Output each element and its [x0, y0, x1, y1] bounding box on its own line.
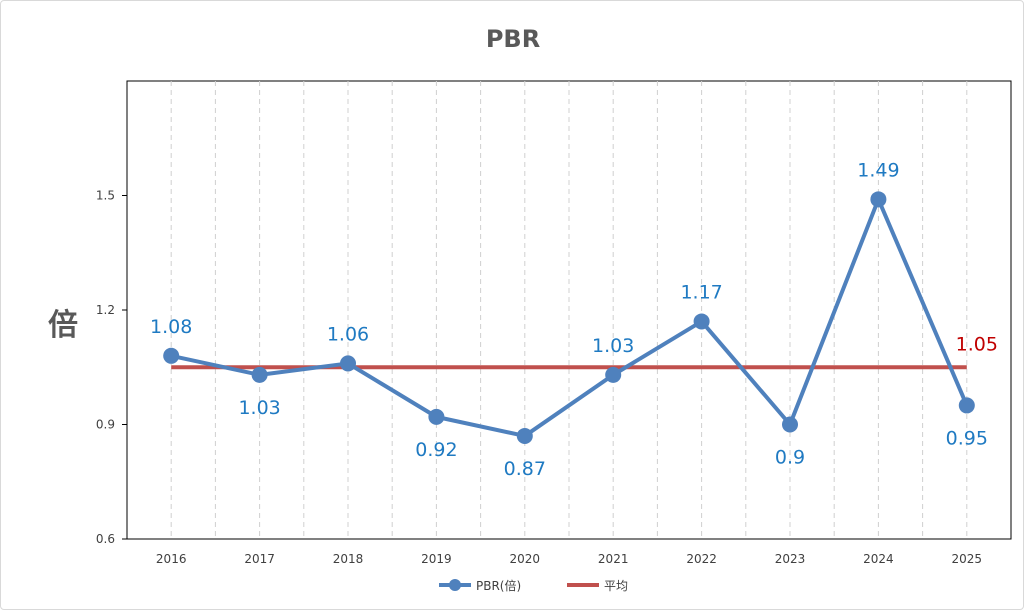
- pbr-data-label: 0.9: [775, 447, 805, 469]
- x-axis-ticks: 2016 2017 2018 2019 2020 2021 2022 2023 2024 2025: [156, 552, 982, 566]
- pbr-data-label: 0.95: [946, 427, 988, 449]
- pbr-point: [428, 408, 445, 425]
- x-tick-label: 2019: [421, 552, 452, 566]
- x-tick-label: 2020: [510, 552, 541, 566]
- pbr-data-label: 1.17: [680, 281, 722, 303]
- pbr-series: [163, 191, 975, 444]
- pbr-point: [340, 355, 356, 372]
- legend-average-label: 平均: [604, 579, 628, 593]
- y-tick-label: 1.2: [96, 303, 115, 317]
- pbr-data-label: 1.49: [857, 159, 899, 181]
- pbr-point: [516, 427, 533, 444]
- pbr-line: [170, 197, 969, 438]
- x-tick-label: 2023: [775, 552, 806, 566]
- x-tick-label: 2016: [156, 552, 187, 566]
- legend-pbr-label: PBR(倍): [476, 578, 521, 593]
- x-tick-label: 2017: [244, 552, 275, 566]
- x-tick-label: 2024: [863, 552, 894, 566]
- pbr-point: [251, 366, 268, 383]
- pbr-data-label: 0.87: [504, 458, 546, 480]
- chart-title: PBR: [486, 25, 540, 53]
- pbr-data-label: 1.06: [327, 323, 369, 345]
- y-tick-label: 0.9: [96, 418, 115, 432]
- pbr-data-label: 1.08: [150, 316, 192, 338]
- pbr-data-label: 0.92: [415, 439, 457, 461]
- y-axis-ticks: 0.6 0.9 1.2 1.5: [96, 189, 127, 546]
- pbr-point: [605, 366, 622, 383]
- y-tick-label: 1.5: [96, 189, 115, 203]
- average-value-label: 1.05: [956, 333, 998, 355]
- y-axis-label: 倍: [48, 308, 78, 343]
- x-tick-label: 2025: [952, 552, 983, 566]
- x-tick-label: 2022: [686, 552, 717, 566]
- legend: PBR(倍) 平均: [439, 578, 628, 593]
- y-tick-label: 0.6: [96, 532, 115, 546]
- pbr-point: [958, 397, 975, 414]
- x-tick-label: 2018: [333, 552, 364, 566]
- pbr-point: [870, 191, 887, 208]
- vertical-gridlines: [170, 81, 968, 539]
- pbr-point: [163, 347, 180, 364]
- pbr-point: [782, 416, 798, 433]
- pbr-point: [693, 313, 710, 330]
- pbr-data-label: 1.03: [238, 397, 280, 419]
- legend-pbr-marker: [449, 579, 461, 591]
- x-tick-label: 2021: [598, 552, 629, 566]
- average-series: 1.05: [171, 333, 998, 370]
- data-labels: 1.08 1.03 1.06 0.92 0.87 1.03 1.17 0.9 1.49 0.95: [150, 159, 988, 480]
- pbr-data-label: 1.03: [592, 335, 634, 357]
